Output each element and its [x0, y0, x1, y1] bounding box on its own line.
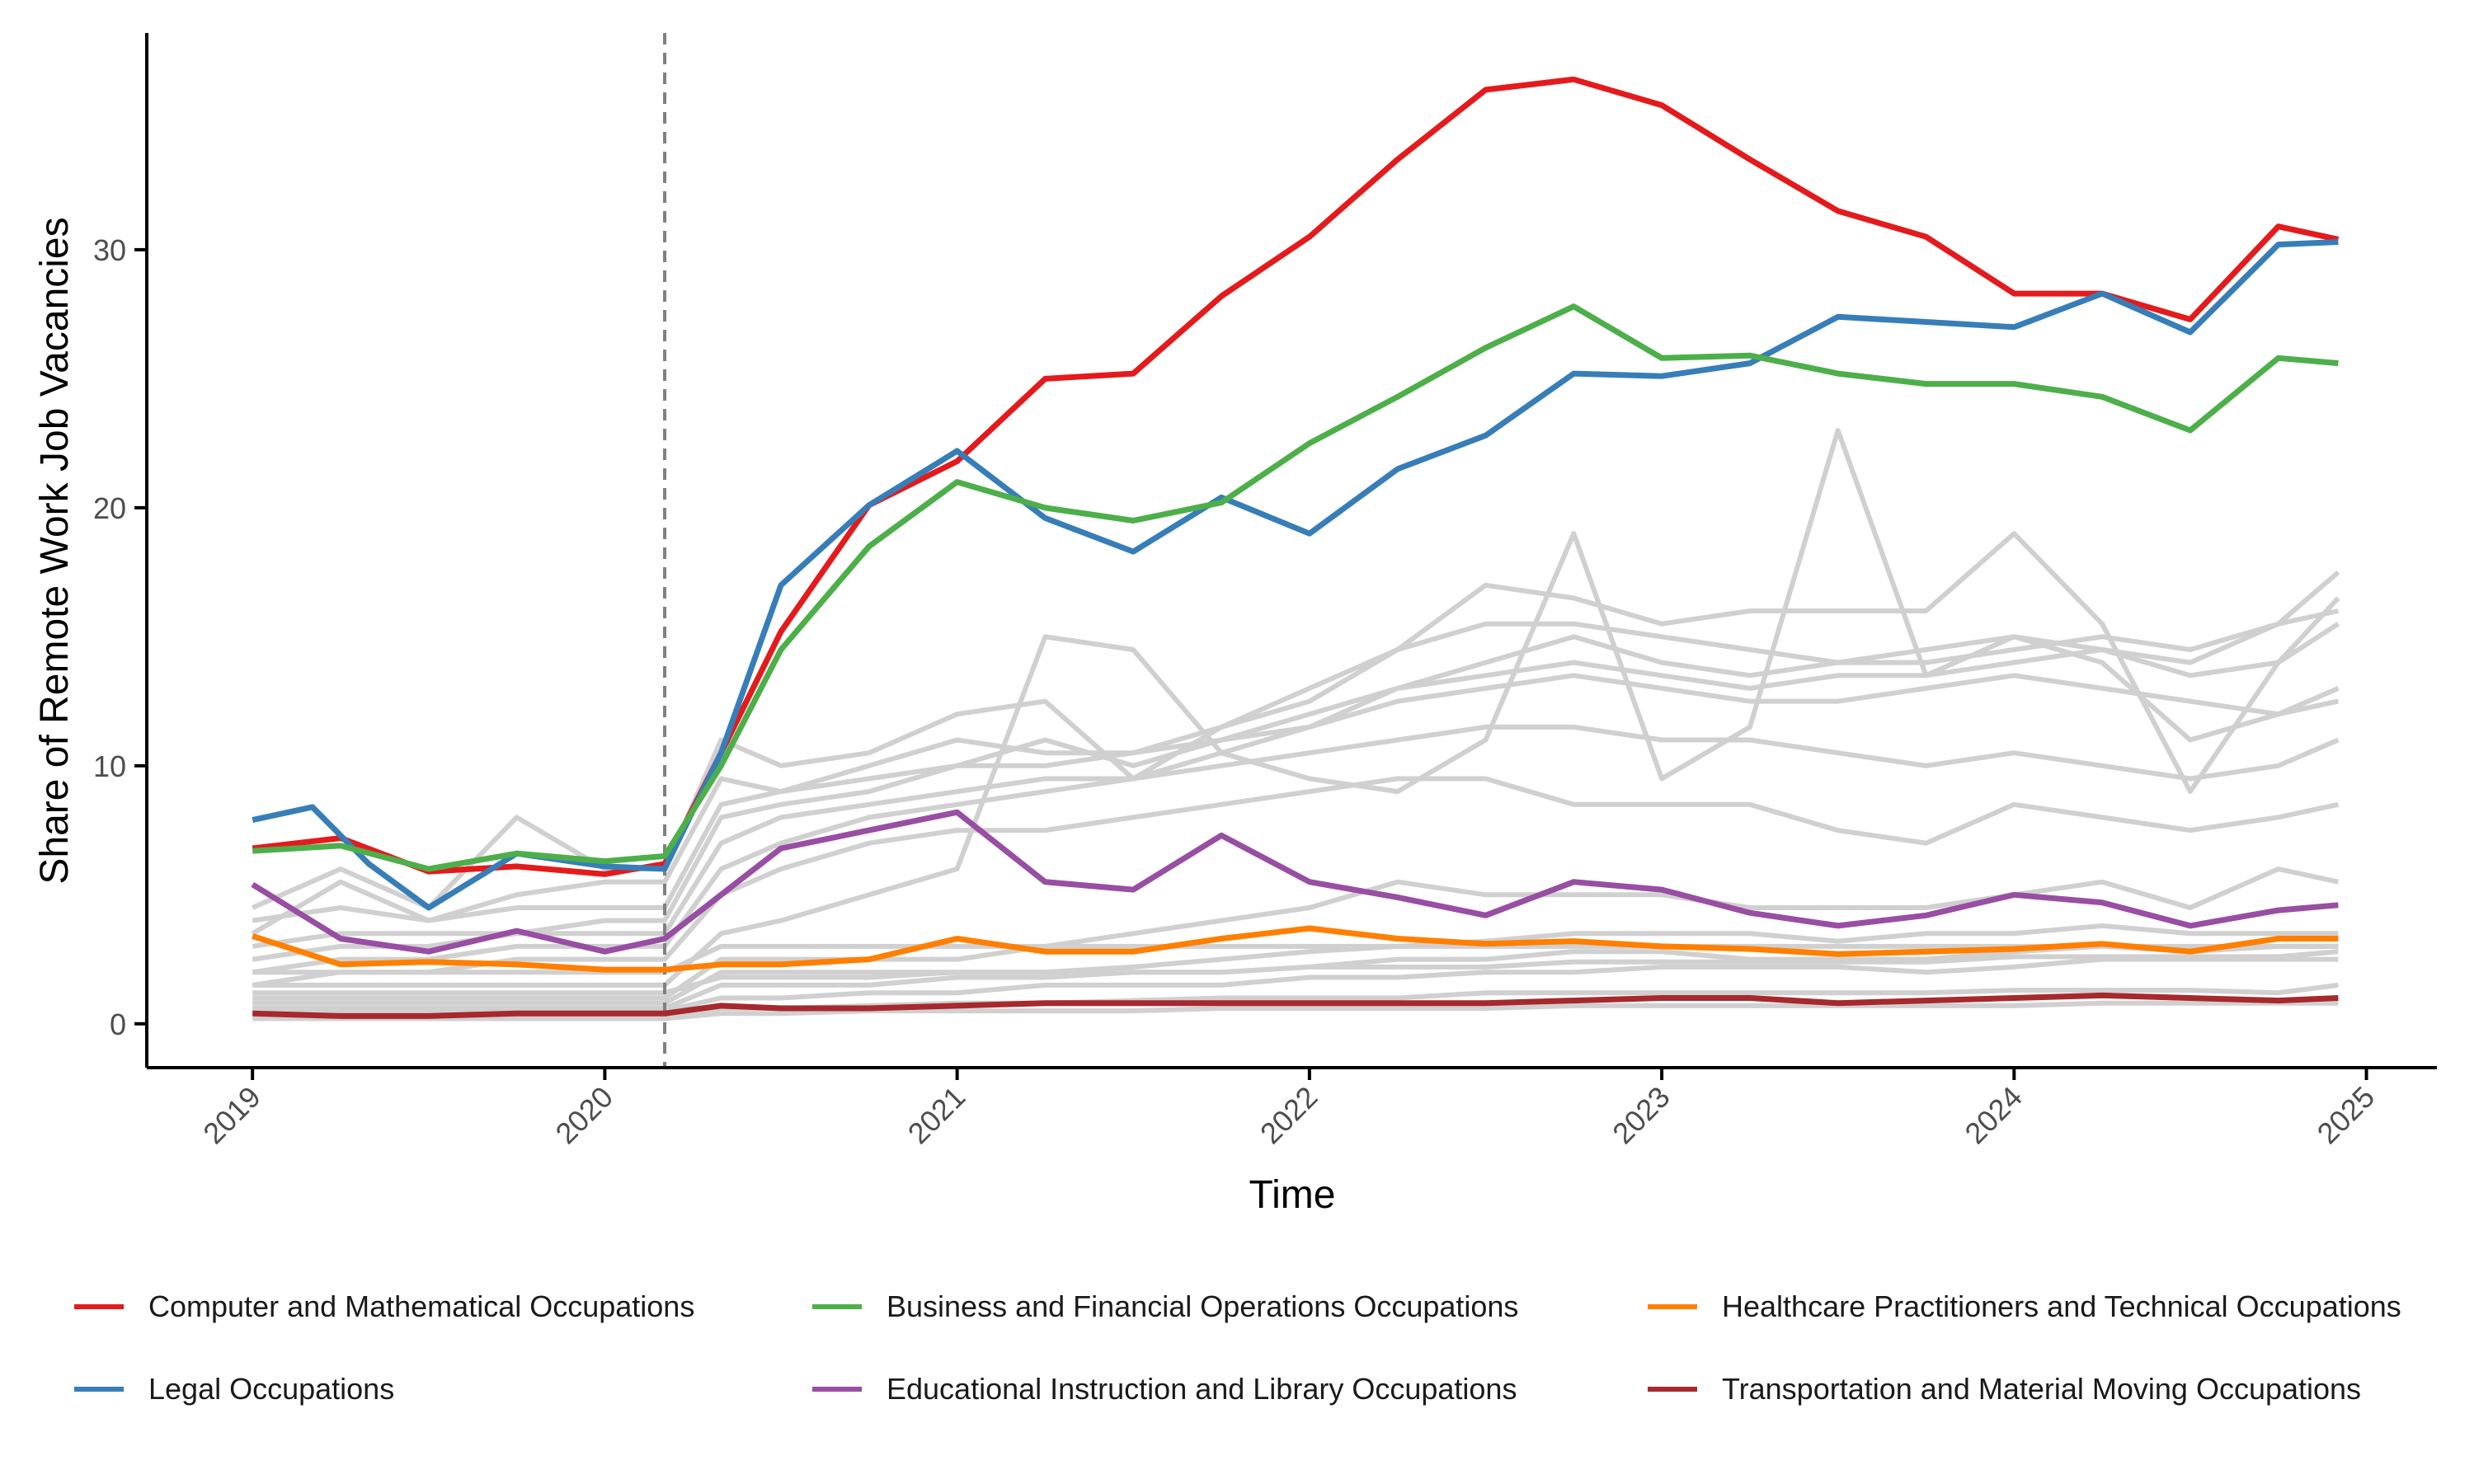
legend-swatch — [74, 1304, 124, 1309]
legend-swatch — [1648, 1304, 1697, 1309]
x-tick-label: 2023 — [1606, 1080, 1677, 1151]
legend-label: Educational Instruction and Library Occu… — [887, 1372, 1517, 1406]
legend-label: Legal Occupations — [148, 1372, 395, 1406]
background-series-line-10 — [252, 923, 2339, 1006]
x-tick-label: 2021 — [901, 1080, 972, 1151]
legend-item: Healthcare Practitioners and Technical O… — [1648, 1286, 2401, 1327]
legend-label: Computer and Mathematical Occupations — [148, 1289, 695, 1323]
background-series-line-7 — [252, 776, 2340, 988]
legend-item: Business and Financial Operations Occupa… — [812, 1286, 1518, 1327]
highlighted-series-group — [251, 76, 2340, 1019]
legend-label: Transportation and Material Moving Occup… — [1722, 1372, 2362, 1406]
legend-swatch — [812, 1304, 862, 1309]
legend-swatch — [812, 1387, 862, 1392]
series-line-6 — [252, 992, 2339, 1019]
y-axis-ticks: 0 10 20 30 — [93, 233, 147, 1041]
background-series-line-16 — [252, 949, 2339, 996]
x-tick-label: 2024 — [1958, 1080, 2029, 1151]
y-tick-label: 20 — [93, 491, 126, 525]
background-series-line-5 — [252, 673, 2340, 962]
x-axis-title: Time — [1249, 1173, 1336, 1217]
x-tick-label: 2022 — [1253, 1080, 1324, 1151]
series-line-3 — [252, 303, 2339, 872]
background-series-line-6 — [252, 724, 2340, 975]
y-tick-label: 0 — [110, 1007, 126, 1041]
legend-item: Transportation and Material Moving Occup… — [1648, 1369, 2361, 1410]
y-axis-title: Share of Remote Work Job Vacancies — [33, 217, 77, 884]
background-series-line-4 — [252, 596, 2340, 949]
x-tick-label: 2025 — [2311, 1080, 2382, 1151]
chart-legend: Computer and Mathematical Occupations Bus… — [74, 1286, 2474, 1435]
background-series-line-14 — [252, 1000, 2339, 1021]
background-series-line-3 — [252, 570, 2340, 923]
legend-swatch — [1648, 1387, 1697, 1392]
series-line-1 — [252, 76, 2340, 877]
legend-label: Business and Financial Operations Occupa… — [887, 1289, 1519, 1323]
series-line-4 — [251, 809, 2339, 955]
legend-swatch — [74, 1387, 124, 1392]
legend-item: Computer and Mathematical Occupations — [74, 1286, 694, 1327]
legend-item: Legal Occupations — [74, 1369, 394, 1410]
series-line-5 — [252, 925, 2339, 973]
x-tick-label: 2020 — [548, 1080, 619, 1151]
background-series-line-8 — [252, 428, 2340, 988]
x-axis-ticks: 2019 2020 2021 2022 2023 2024 2025 — [196, 1068, 2381, 1150]
background-series-line-2 — [251, 608, 2340, 936]
x-tick-label: 2019 — [196, 1080, 267, 1151]
legend-item: Educational Instruction and Library Occu… — [812, 1369, 1517, 1410]
legend-label: Healthcare Practitioners and Technical O… — [1722, 1289, 2401, 1323]
y-tick-label: 10 — [93, 749, 126, 783]
y-tick-label: 30 — [93, 233, 126, 267]
